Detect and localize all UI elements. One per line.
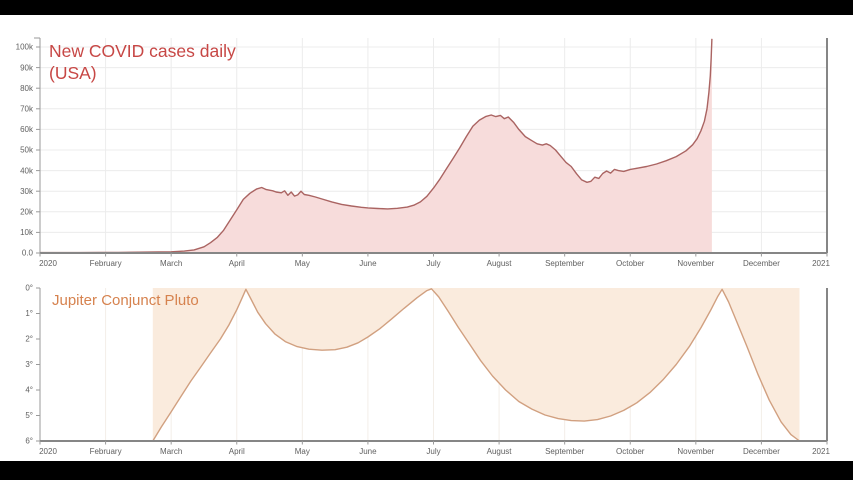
y-tick-label: 100k: [16, 43, 34, 52]
x-tick-label: February: [90, 447, 122, 456]
jupiter-chart-title: Jupiter Conjunct Pluto: [52, 292, 199, 309]
covid-area-line: [40, 38, 713, 254]
y-tick-label: 5°: [25, 411, 33, 420]
y-tick-label: 4°: [25, 386, 33, 395]
y-tick-label: 80k: [20, 84, 34, 93]
x-tick-label: June: [359, 447, 377, 456]
jupiter-chart: 0° 1° 2° 3° 4° 5° 6° 2020 February March April May J…: [25, 284, 830, 456]
x-tick-label: 2020: [39, 259, 57, 268]
x-tick-label: 2021: [812, 447, 830, 456]
jupiter-area-fill: [152, 288, 800, 441]
x-tick-label: December: [743, 259, 780, 268]
y-tick-label: 6°: [25, 437, 33, 446]
y-tick-label: 50k: [20, 146, 34, 155]
y-tick-label: 30k: [20, 187, 34, 196]
x-tick-label: August: [487, 447, 513, 456]
x-tick-label: July: [426, 259, 440, 268]
x-tick-label: November: [677, 259, 714, 268]
x-tick-label: 2021: [812, 259, 830, 268]
y-tick-label: 10k: [20, 228, 34, 237]
x-tick-label: July: [426, 447, 440, 456]
x-tick-label: October: [616, 447, 645, 456]
x-tick-label: 2020: [39, 447, 57, 456]
y-tick-label: 3°: [25, 360, 33, 369]
x-tick-label: March: [160, 259, 182, 268]
x-tick-label: May: [295, 259, 310, 268]
y-tick-label: 90k: [20, 63, 34, 72]
covid-chart-title-line1: New COVID cases daily: [49, 41, 236, 61]
covid-chart-title-line2: (USA): [49, 62, 97, 83]
y-tick-label: 2°: [25, 335, 33, 344]
x-tick-label: September: [545, 259, 584, 268]
x-tick-label: April: [229, 447, 245, 456]
jupiter-area-line: [152, 288, 800, 442]
x-tick-label: April: [229, 259, 245, 268]
x-tick-label: May: [295, 447, 310, 456]
x-tick-label: August: [487, 259, 513, 268]
covid-chart-title: New COVID cases daily (USA): [49, 41, 236, 85]
y-tick-label: 0°: [25, 284, 33, 293]
x-tick-label: November: [677, 447, 714, 456]
letterbox-bottom-bar: [0, 461, 853, 480]
y-tick-label: 1°: [25, 309, 33, 318]
y-tick-label: 70k: [20, 105, 34, 114]
x-tick-label: June: [359, 259, 377, 268]
x-tick-label: February: [90, 259, 122, 268]
x-tick-label: December: [743, 447, 780, 456]
y-tick-label: 20k: [20, 208, 34, 217]
y-tick-label: 60k: [20, 125, 34, 134]
covid-chart: 0.0 10k 20k 30k 40k 50k 60k 70k 80k 90k 100k 2020 Fe…: [16, 37, 830, 268]
x-tick-label: September: [545, 447, 584, 456]
covid-area-fill: [40, 38, 712, 253]
y-tick-label: 0.0: [22, 249, 34, 258]
x-tick-label: October: [616, 259, 645, 268]
y-tick-label: 40k: [20, 166, 34, 175]
letterbox-top-bar: [0, 0, 853, 15]
x-tick-label: March: [160, 447, 182, 456]
